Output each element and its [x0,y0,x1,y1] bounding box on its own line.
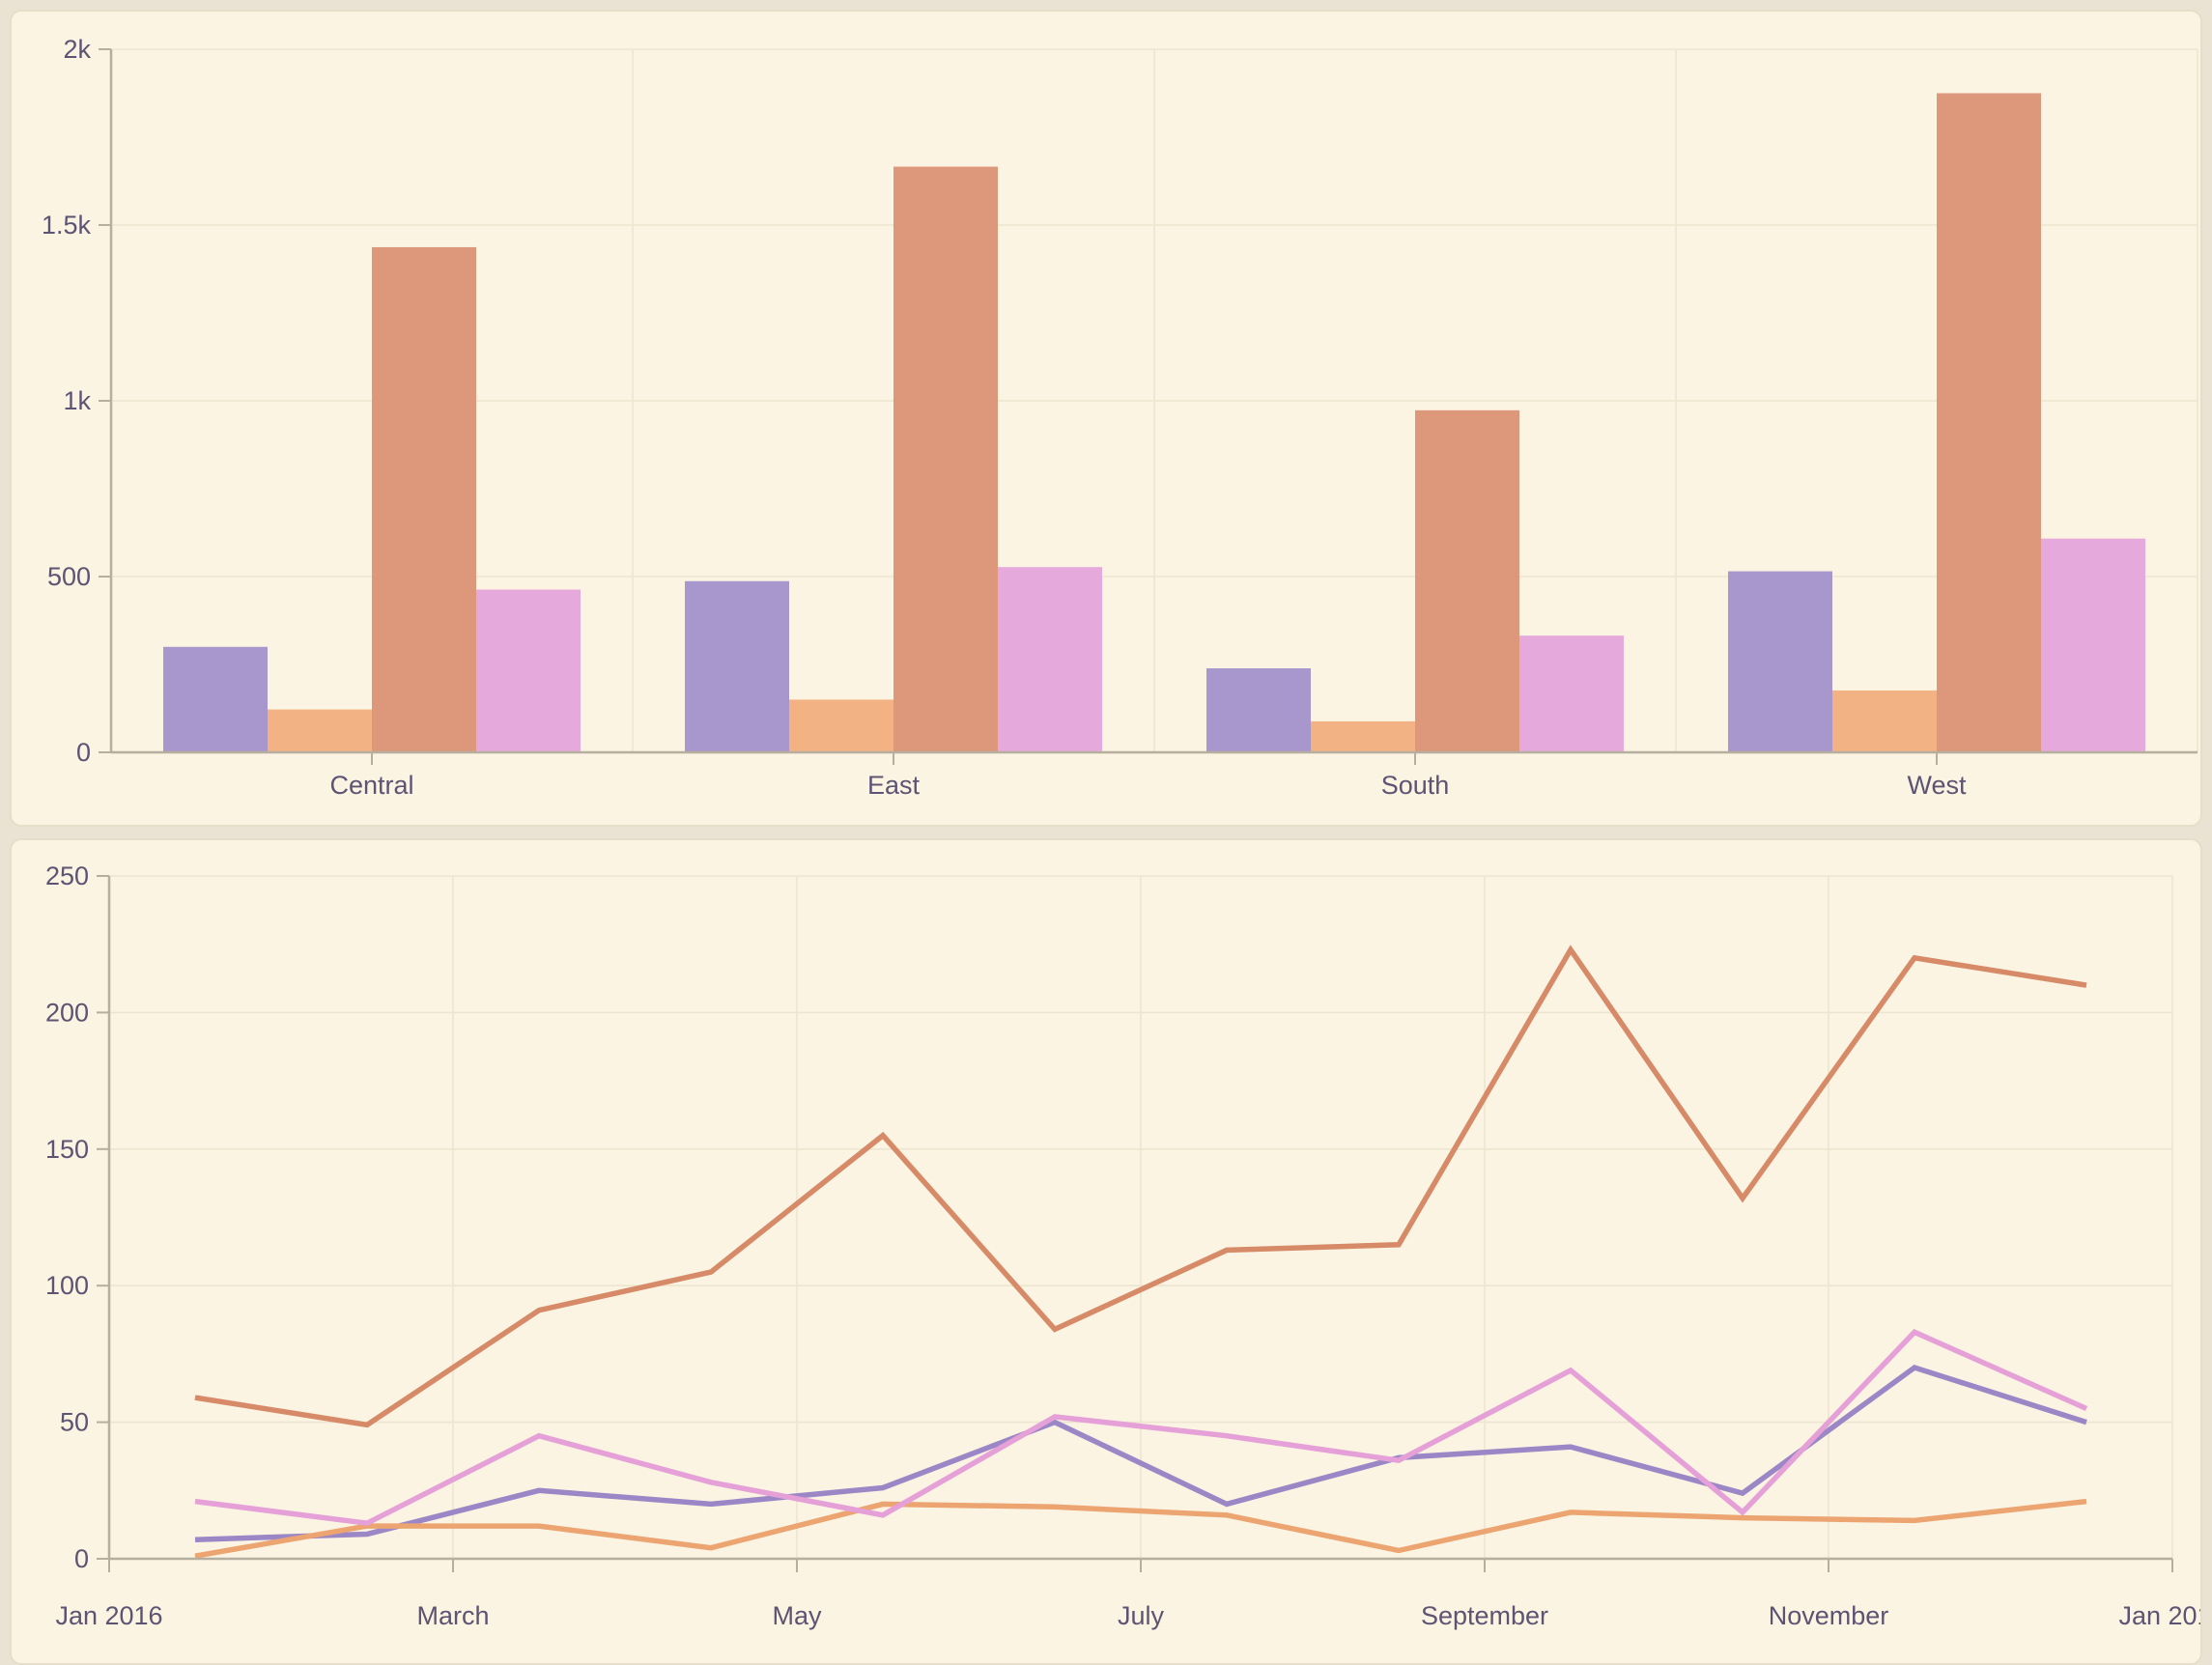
y-tick-label: 50 [60,1408,89,1437]
y-tick-label: 150 [45,1135,89,1164]
y-tick-label: 500 [47,562,91,591]
x-tick-label: July [1118,1601,1165,1630]
line-series-purple[interactable] [194,1364,2087,1542]
y-tick-label: 250 [45,861,89,890]
line-series-salmon[interactable] [194,945,2087,1428]
bar-South-light-orange[interactable] [1311,720,1415,752]
bar-West-purple[interactable] [1728,571,1832,752]
bar-South-salmon[interactable] [1415,409,1519,752]
time-series-line-chart[interactable]: 0 50 100 150 200 250 Jan 2016 March May July Septe… [12,840,2200,1663]
bar-South-purple[interactable] [1206,668,1311,752]
y-tick-label: 0 [74,1544,89,1573]
category-label: East [867,771,921,800]
x-tick-label: Jan 2017 [2118,1601,2200,1630]
y-tick-label: 200 [45,998,89,1027]
bar-East-pink[interactable] [998,567,1102,752]
x-tick-label: September [1421,1601,1548,1630]
line-series-pink[interactable] [194,1328,2088,1527]
y-tick-label: 100 [45,1271,89,1300]
bar-Central-light-orange[interactable] [268,709,372,752]
x-tick-label: May [772,1601,822,1630]
line-chart-panel: 0 50 100 150 200 250 Jan 2016 March May July Septe… [10,838,2202,1665]
bar-South-pink[interactable] [1519,635,1624,752]
y-tick-label: 0 [76,738,91,767]
bar-West-light-orange[interactable] [1832,690,1937,752]
bar-Central-salmon[interactable] [372,246,476,752]
y-tick-label: 1.5k [42,211,92,240]
x-tick-label: November [1769,1601,1889,1630]
y-tick-label: 1k [63,386,91,415]
bar-East-salmon[interactable] [893,166,998,753]
bar-chart-panel: 0 500 1k 1.5k 2k Central East South West [10,10,2202,827]
bar-East-light-orange[interactable] [789,699,893,752]
bar-Central-pink[interactable] [476,589,581,752]
y-tick-label: 2k [63,35,91,64]
line-series-light-orange[interactable] [194,1498,2087,1559]
bar-East-purple[interactable] [685,580,789,752]
category-label: South [1381,771,1450,800]
x-tick-label: March [416,1601,489,1630]
grouped-bar-chart[interactable]: 0 500 1k 1.5k 2k Central East South West [12,12,2200,825]
bar-Central-purple[interactable] [163,646,268,752]
bar-West-pink[interactable] [2041,538,2145,752]
bar-West-salmon[interactable] [1937,93,2041,753]
x-tick-label: Jan 2016 [55,1601,162,1630]
category-label: West [1907,771,1967,800]
category-label: Central [329,771,413,800]
